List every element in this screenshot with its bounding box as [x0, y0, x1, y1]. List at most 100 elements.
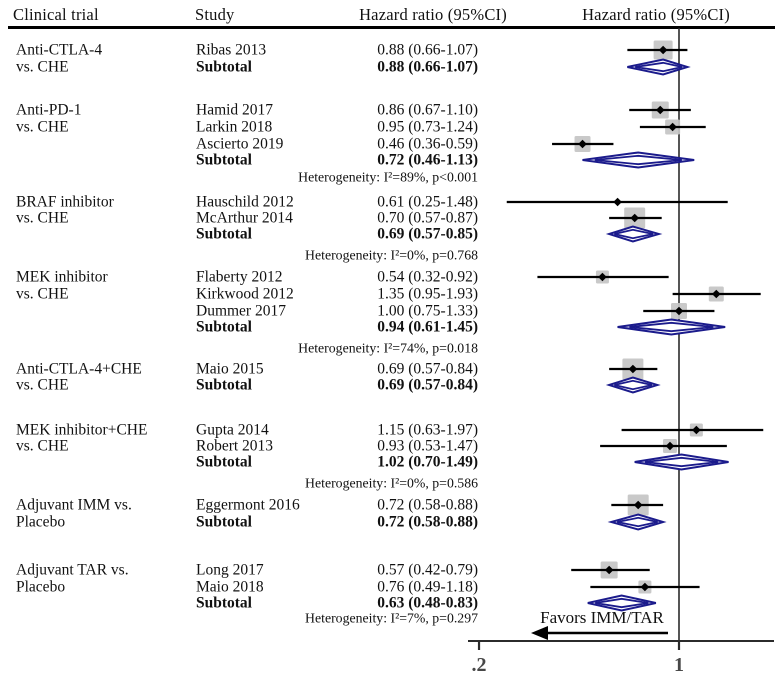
weight-square	[595, 270, 609, 284]
subtotal-diamond-outer	[617, 318, 726, 336]
weight-square	[689, 423, 703, 437]
trial-label: vs. CHE	[16, 58, 69, 76]
subtotal-diamond-outer	[607, 513, 667, 531]
trial-label: Adjuvant TAR vs.	[16, 561, 129, 579]
subtotal-diamond-inner	[614, 228, 654, 240]
point-estimate-marker	[633, 500, 643, 510]
trial-label: Anti-CTLA-4	[16, 41, 103, 59]
hr-value: 1.00 (0.75-1.33)	[377, 302, 478, 320]
study-name: Ascierto 2019	[196, 135, 284, 153]
trial-label: Adjuvant IMM vs.	[16, 496, 132, 514]
study-name: Ribas 2013	[196, 41, 267, 59]
trial-label: vs. CHE	[16, 209, 69, 227]
study-name: Flaberty 2012	[196, 268, 283, 286]
subtotal-diamond-outer	[582, 151, 695, 169]
hr-value: 0.86 (0.67-1.10)	[377, 101, 478, 119]
weight-square	[638, 580, 652, 594]
study-name: Dummer 2017	[196, 302, 286, 320]
hr-value: 0.76 (0.49-1.18)	[377, 578, 478, 596]
favors-direction-label: Favors IMM/TAR	[540, 608, 664, 627]
study-name: Robert 2013	[196, 437, 274, 455]
trial-label: MEK inhibitor	[16, 268, 108, 286]
weight-square	[662, 439, 677, 453]
trial-label: vs. CHE	[16, 118, 69, 136]
point-estimate-marker	[665, 441, 675, 451]
hr-value: 0.46 (0.36-0.59)	[377, 135, 478, 153]
column-header-hazard-ratio-plot: Hazard ratio (95%CI)	[582, 5, 730, 24]
subtotal-diamond-outer	[605, 225, 663, 243]
hr-value: 0.93 (0.53-1.47)	[377, 437, 478, 455]
favors-arrow-head-icon	[531, 626, 548, 640]
heterogeneity-note: Heterogeneity: I²=89%, p<0.001	[298, 169, 478, 185]
hr-value: 0.88 (0.66-1.07)	[377, 41, 478, 59]
subtotal-label: Subtotal	[196, 594, 252, 612]
x-axis-tick-label: .2	[472, 654, 487, 676]
trial-label: vs. CHE	[16, 285, 69, 303]
study-name: Maio 2015	[196, 360, 264, 378]
subtotal-hr-value: 0.88 (0.66-1.07)	[377, 58, 478, 76]
trial-label: Placebo	[16, 513, 66, 531]
subtotal-label: Subtotal	[196, 225, 252, 243]
subtotal-hr-value: 0.69 (0.57-0.85)	[377, 225, 478, 243]
subtotal-diamond-outer	[627, 58, 691, 76]
point-estimate-marker	[711, 289, 721, 299]
study-name: Gupta 2014	[196, 421, 269, 439]
subtotal-hr-value: 0.94 (0.61-1.45)	[377, 318, 478, 336]
subtotal-diamond-inner	[595, 597, 649, 609]
hr-value: 0.70 (0.57-0.87)	[377, 209, 478, 227]
subtotal-label: Subtotal	[196, 318, 252, 336]
hr-value: 1.35 (0.95-1.93)	[377, 285, 478, 303]
subtotal-label: Subtotal	[196, 376, 252, 394]
subtotal-diamond-inner	[635, 61, 683, 73]
hr-value: 0.95 (0.73-1.24)	[377, 118, 478, 136]
heterogeneity-note: Heterogeneity: I²=74%, p=0.018	[298, 340, 478, 356]
study-name: Eggermont 2016	[196, 496, 300, 514]
heterogeneity-note: Heterogeneity: I²=0%, p=0.586	[305, 475, 478, 491]
trial-label: vs. CHE	[16, 376, 69, 394]
trial-label: Anti-PD-1	[16, 101, 82, 119]
subtotal-diamond-inner	[614, 379, 653, 391]
study-name: McArthur 2014	[196, 209, 293, 227]
point-estimate-marker	[674, 306, 684, 316]
point-estimate-marker	[578, 139, 587, 149]
hr-value: 0.54 (0.32-0.92)	[377, 268, 478, 286]
point-estimate-marker	[598, 272, 607, 282]
subtotal-label: Subtotal	[196, 513, 252, 531]
point-estimate-marker	[692, 425, 701, 435]
subtotal-hr-value: 0.72 (0.58-0.88)	[377, 513, 478, 531]
study-name: Hauschild 2012	[196, 193, 294, 211]
subtotal-hr-value: 0.69 (0.57-0.84)	[377, 376, 478, 394]
hr-value: 0.72 (0.58-0.88)	[377, 496, 478, 514]
trial-label: vs. CHE	[16, 437, 69, 455]
weight-square	[708, 286, 724, 302]
x-axis-tick-label: 1	[674, 654, 684, 676]
weight-square	[665, 119, 681, 135]
subtotal-label: Subtotal	[196, 453, 252, 471]
hr-value: 0.69 (0.57-0.84)	[377, 360, 478, 378]
header-divider	[8, 26, 775, 29]
study-name: Maio 2018	[196, 578, 264, 596]
point-estimate-marker	[658, 45, 668, 55]
weight-square	[600, 561, 618, 579]
hr-value: 0.61 (0.25-1.48)	[377, 193, 478, 211]
weight-square	[574, 136, 591, 152]
column-header-clinical-trial: Clinical trial	[13, 5, 99, 24]
point-estimate-marker	[668, 122, 677, 132]
study-name: Long 2017	[196, 561, 264, 579]
weight-square	[651, 101, 669, 119]
heterogeneity-note: Heterogeneity: I²=7%, p=0.297	[305, 610, 478, 626]
subtotal-diamond-inner	[594, 154, 682, 166]
point-estimate-marker	[613, 197, 622, 207]
subtotal-label: Subtotal	[196, 58, 252, 76]
subtotal-hr-value: 0.72 (0.46-1.13)	[377, 151, 478, 169]
subtotal-diamond-inner	[644, 456, 719, 468]
weight-square	[624, 207, 646, 229]
trial-label: MEK inhibitor+CHE	[16, 421, 148, 439]
subtotal-diamond-inner	[617, 516, 658, 528]
point-estimate-marker	[628, 364, 638, 374]
subtotal-diamond-outer	[634, 453, 729, 471]
hr-value: 1.15 (0.63-1.97)	[377, 421, 478, 439]
subtotal-diamond-outer	[605, 376, 661, 394]
column-header-study: Study	[195, 5, 235, 24]
